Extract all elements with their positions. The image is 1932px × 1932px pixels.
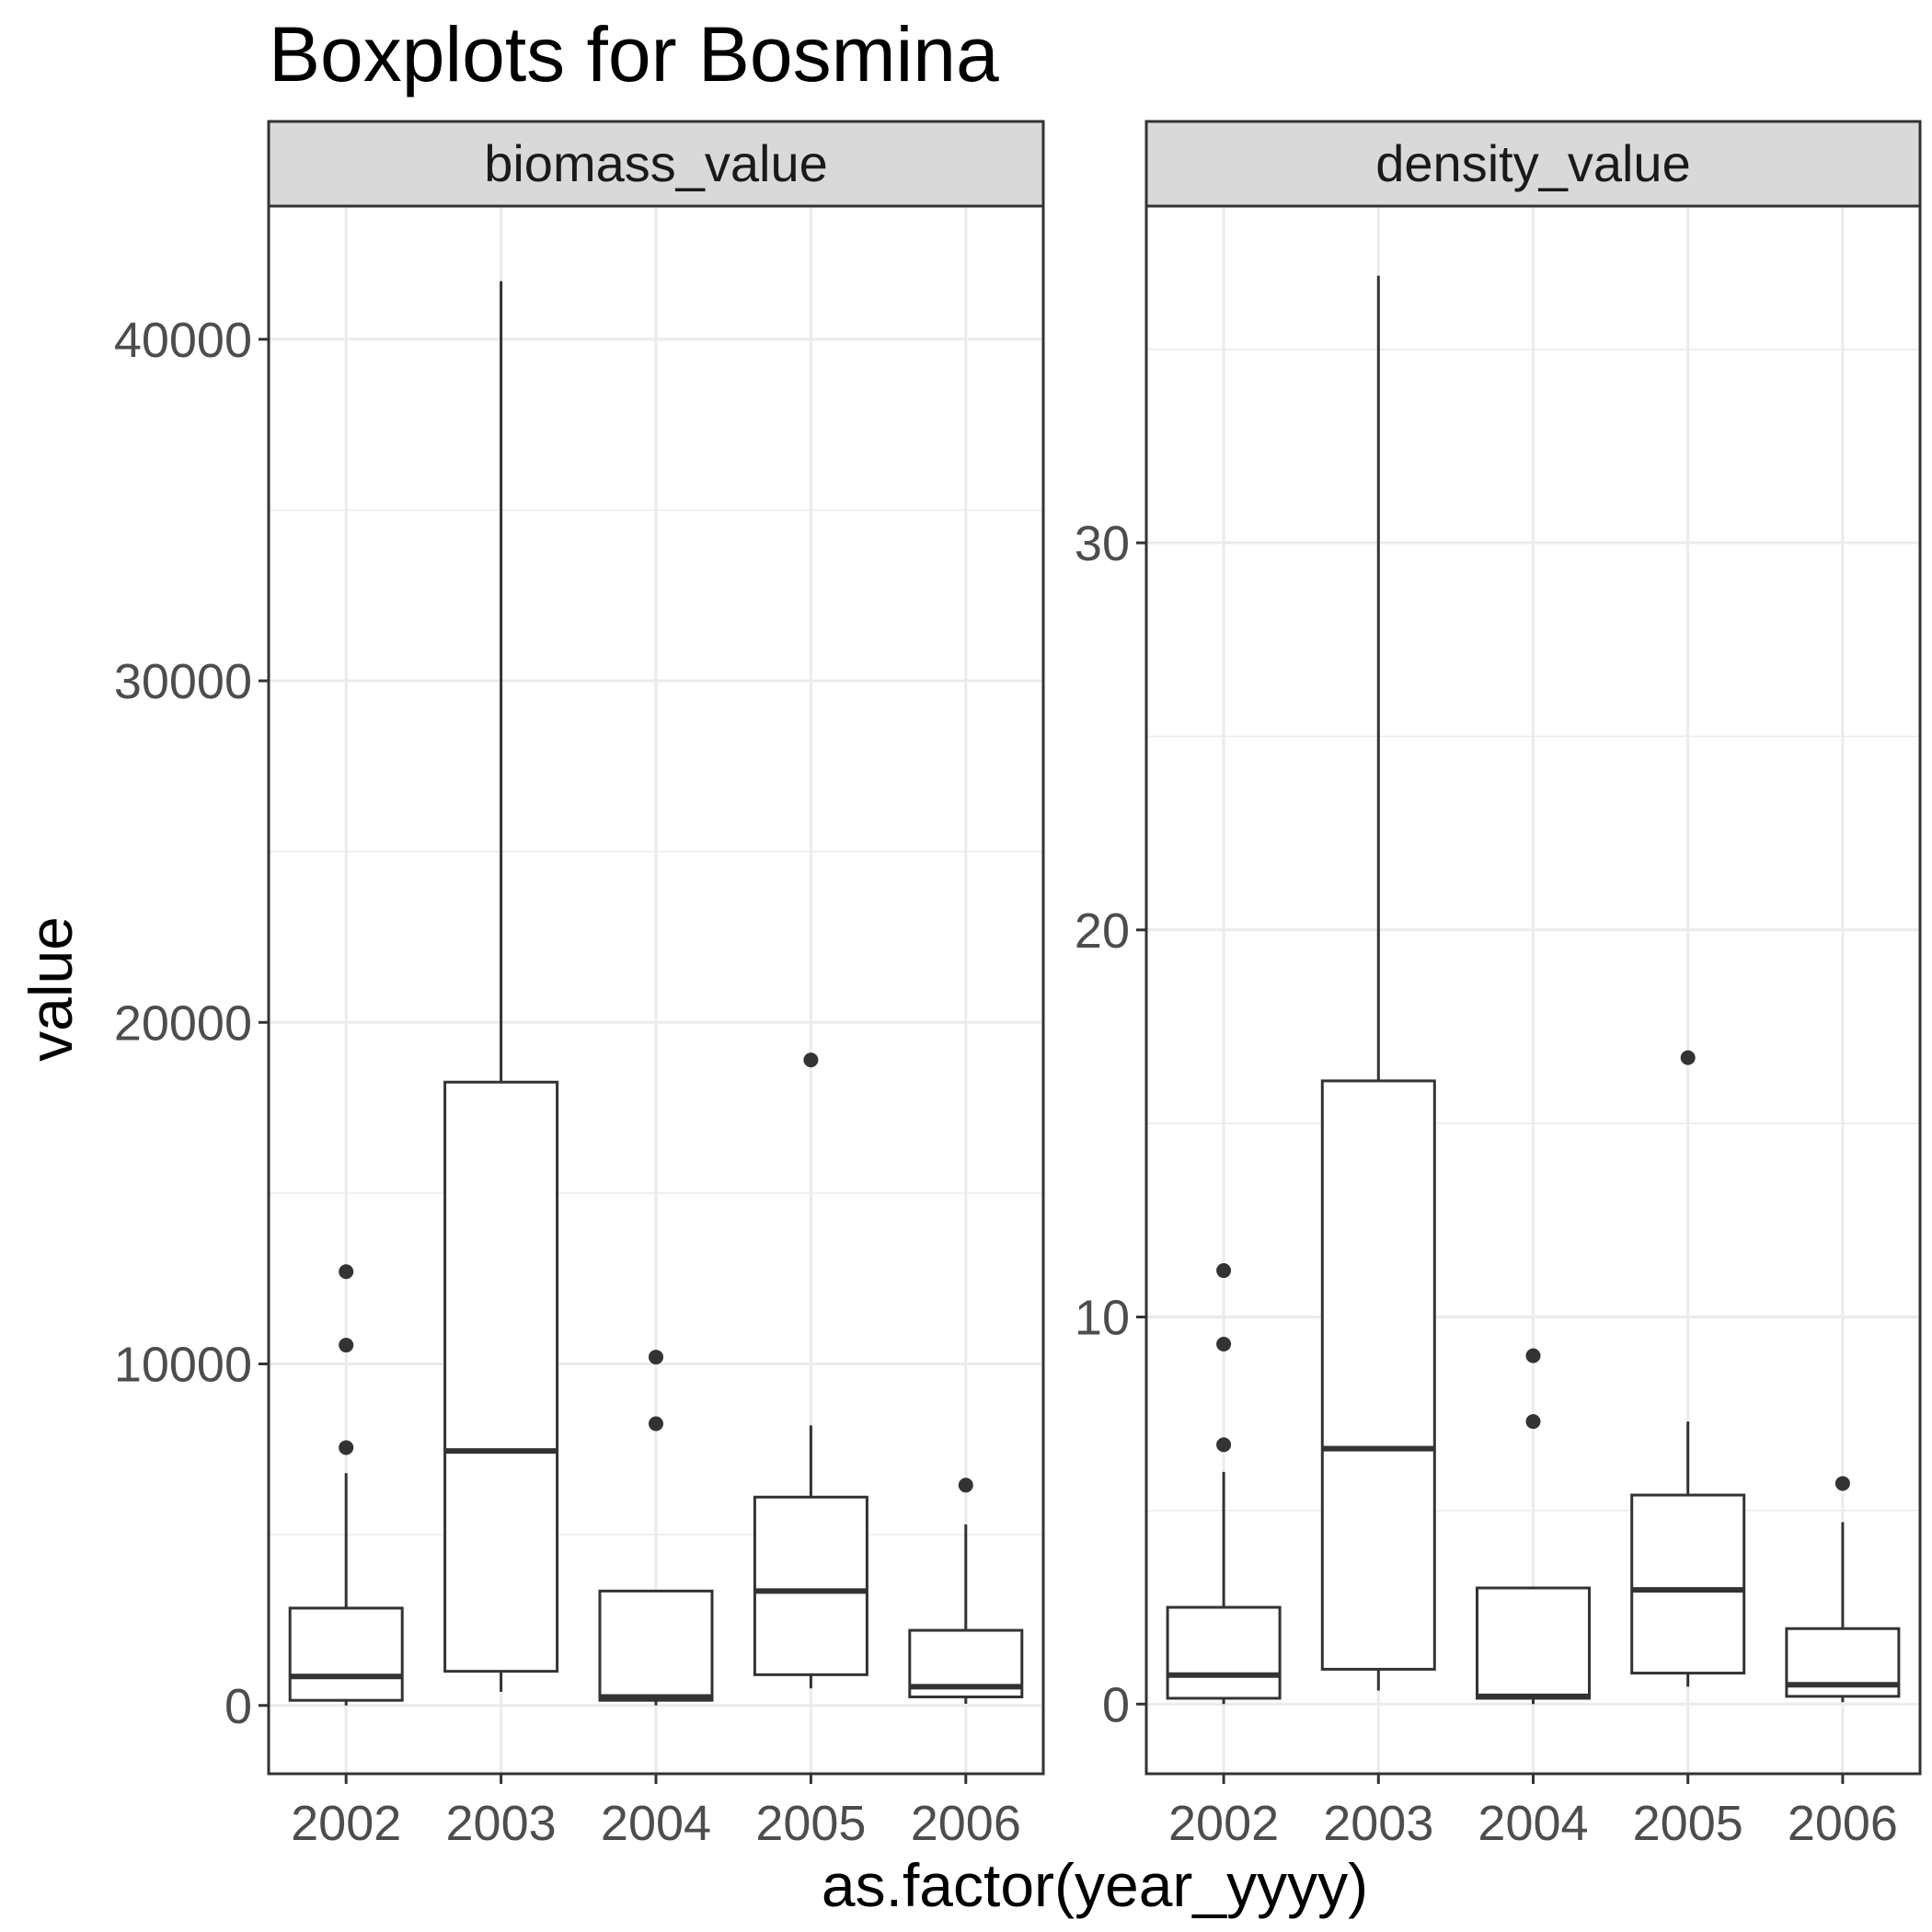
chart-title: Boxplots for Bosmina — [269, 11, 999, 98]
box-iqr — [1630, 1493, 1746, 1675]
y-tick-label: 30 — [1075, 516, 1130, 571]
box-iqr — [1320, 1079, 1436, 1671]
outlier-point — [339, 1264, 354, 1280]
x-axis-title: as.factor(year_yyyy) — [822, 1851, 1368, 1919]
outlier-point — [803, 1052, 819, 1068]
outlier-point — [1680, 1050, 1696, 1065]
outlier-point — [339, 1338, 354, 1353]
outlier-point — [958, 1478, 973, 1493]
y-tick-label: 20000 — [114, 995, 252, 1051]
box-2003 — [1320, 275, 1436, 1691]
box-iqr — [288, 1606, 404, 1702]
box-iqr — [1166, 1605, 1282, 1700]
x-tick-label: 2004 — [1478, 1796, 1588, 1851]
facet-density_value: density_value 0 10 20 30 2002 2003 2004 2005 2006 — [1075, 120, 1922, 1851]
outlier-point — [339, 1440, 354, 1455]
outlier-point — [1216, 1336, 1232, 1351]
outlier-point — [1216, 1263, 1232, 1279]
box-2004 — [1476, 1348, 1591, 1705]
y-axis-title: value — [17, 916, 85, 1062]
box-2002 — [288, 1264, 404, 1706]
facet-strip — [1144, 120, 1922, 208]
outlier-point — [1834, 1476, 1850, 1491]
x-tick-label: 2002 — [291, 1796, 401, 1851]
x-tick-label: 2005 — [755, 1796, 866, 1851]
box-2006 — [908, 1478, 1024, 1704]
y-tick-label: 0 — [224, 1679, 252, 1734]
facet-biomass_value: biomass_value 0 10000 20000 30000 40000 2002 20… — [114, 120, 1045, 1851]
box-2003 — [443, 281, 559, 1692]
box-iqr — [443, 1080, 559, 1673]
outlier-point — [1525, 1348, 1541, 1363]
box-iqr — [753, 1495, 868, 1676]
box-iqr — [598, 1589, 714, 1702]
box-2004 — [598, 1350, 714, 1706]
x-tick-label: 2004 — [601, 1796, 711, 1851]
box-2002 — [1166, 1263, 1282, 1705]
outlier-point — [649, 1350, 663, 1365]
x-tick-label: 2003 — [446, 1796, 557, 1851]
facet-strip-label: biomass_value — [484, 134, 828, 192]
outlier-point — [1525, 1414, 1541, 1430]
box-2005 — [1630, 1050, 1746, 1687]
y-tick-label: 30000 — [114, 654, 252, 709]
x-tick-label: 2002 — [1168, 1796, 1279, 1851]
y-tick-label: 0 — [1102, 1677, 1130, 1732]
facet-strip-label: density_value — [1375, 134, 1690, 192]
box-iqr — [1476, 1586, 1591, 1700]
outlier-point — [649, 1416, 663, 1432]
x-tick-label: 2003 — [1323, 1796, 1433, 1851]
x-tick-label: 2006 — [911, 1796, 1021, 1851]
x-tick-label: 2005 — [1633, 1796, 1743, 1851]
y-tick-label: 40000 — [114, 313, 252, 368]
box-2006 — [1785, 1476, 1901, 1703]
outlier-point — [1216, 1437, 1232, 1453]
box-2005 — [753, 1052, 868, 1689]
facets-layer: biomass_value 0 10000 20000 30000 40000 2002 20… — [114, 120, 1922, 1851]
y-tick-label: 10 — [1075, 1291, 1130, 1346]
y-tick-label: 20 — [1075, 903, 1130, 959]
y-tick-label: 10000 — [114, 1338, 252, 1393]
x-tick-label: 2006 — [1788, 1796, 1898, 1851]
facet-strip — [267, 120, 1045, 208]
